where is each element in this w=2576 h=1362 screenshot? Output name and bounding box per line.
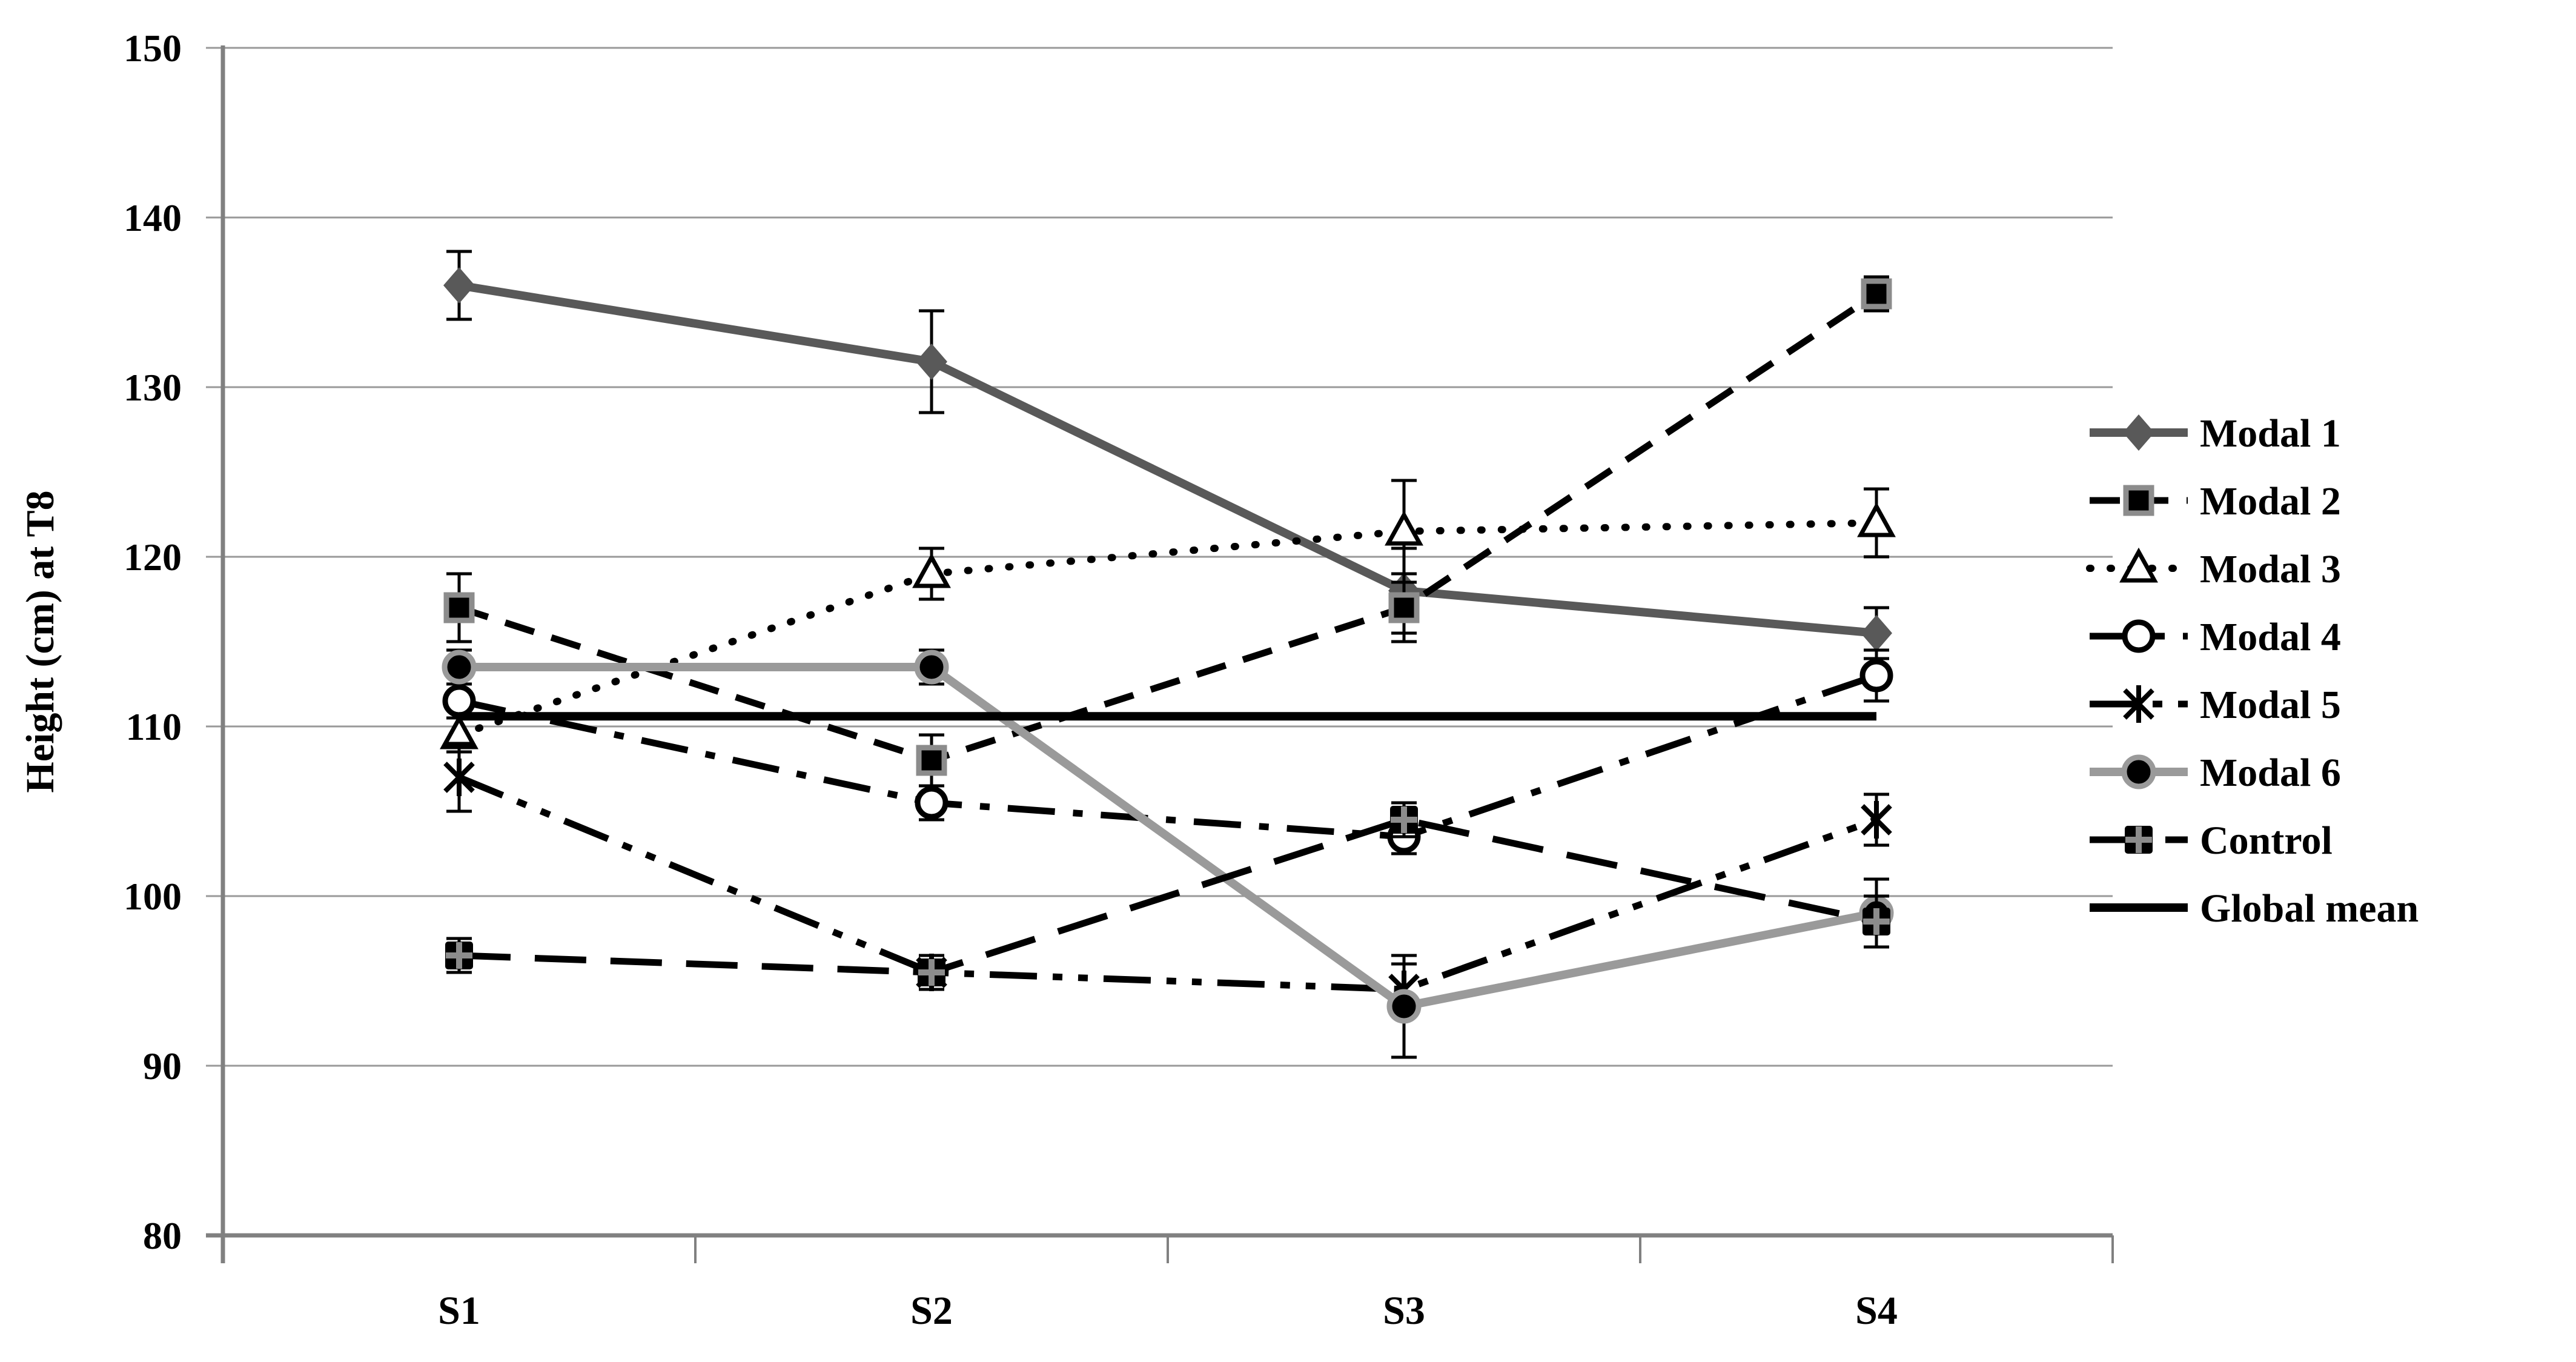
- y-axis: 80 90 100 110 120 130 140 150 Height (cm) at T8: [18, 27, 225, 1263]
- legend-swatch-marker-modal-2: [2123, 485, 2154, 516]
- legend-swatch-marker-modal-4: [2122, 619, 2156, 653]
- marker-control-s3: [1390, 806, 1418, 834]
- y-tick-label-80: 80: [143, 1214, 182, 1257]
- marker-modal-5-s1: [443, 759, 475, 796]
- legend-label-modal-6: Modal 6: [2200, 751, 2341, 795]
- marker-modal-5-s4: [1861, 801, 1892, 839]
- legend-swatch-marker-modal-3: [2119, 547, 2158, 583]
- x-axis-label-s1: S1: [438, 1289, 480, 1333]
- y-tick-label-150: 150: [124, 27, 182, 70]
- legend-item-modal-5: Modal 5: [2090, 683, 2341, 727]
- marker-modal-1-s4: [1861, 615, 1892, 651]
- legend-label-modal-4: Modal 4: [2200, 615, 2341, 659]
- series-line-modal-3: [455, 519, 1880, 739]
- legend-label-modal-5: Modal 5: [2200, 683, 2341, 727]
- legend: Modal 1 Modal 2 Modal 3 Modal 4 Modal 5 Modal…: [2086, 411, 2419, 931]
- legend-item-modal-3: Modal 3: [2086, 547, 2341, 591]
- marker-modal-6-s3: [1386, 989, 1422, 1024]
- marker-modal-4-s1: [442, 684, 476, 718]
- marker-modal-6-s1: [442, 649, 477, 685]
- series-line-modal-2: [458, 291, 1879, 764]
- series-line-modal-1: [458, 281, 1877, 637]
- legend-item-modal-1: Modal 1: [2090, 411, 2341, 456]
- marker-modal-4-s2: [915, 786, 949, 820]
- series-line-modal-6: [459, 663, 1878, 1011]
- legend-swatch-marker-control: [2125, 826, 2153, 854]
- legend-label-control: Control: [2200, 819, 2333, 863]
- marker-modal-2-s2: [916, 745, 947, 776]
- legend-label-modal-2: Modal 2: [2200, 479, 2341, 523]
- x-axis-label-s2: S2: [910, 1289, 953, 1333]
- error-bars-modal-1: [446, 250, 1889, 660]
- marker-modal-4-s4: [1859, 659, 1893, 693]
- series-modal-1: [443, 250, 1892, 660]
- marker-control-s4: [1862, 908, 1890, 935]
- marker-modal-1-s1: [443, 267, 475, 304]
- y-tick-label-100: 100: [124, 875, 182, 918]
- series-modal-3: [440, 479, 1896, 754]
- legend-item-modal-4: Modal 4: [2090, 615, 2341, 659]
- y-tick-label-140: 140: [124, 196, 182, 239]
- marker-modal-3-s4: [1857, 502, 1896, 537]
- legend-item-modal-2: Modal 2: [2090, 479, 2341, 523]
- marker-modal-2-s1: [443, 592, 475, 623]
- y-tick-label-130: 130: [124, 366, 182, 409]
- marker-modal-2-s3: [1388, 592, 1420, 623]
- marker-modal-1-s2: [916, 344, 947, 380]
- gridlines: [206, 47, 2113, 1238]
- legend-swatch-marker-modal-5: [2123, 685, 2154, 723]
- series-modal-2: [443, 275, 1892, 788]
- error-bars-modal-2: [446, 275, 1889, 788]
- legend-swatch-marker-modal-1: [2123, 414, 2154, 451]
- legend-item-control: Control: [2090, 819, 2333, 863]
- marker-modal-3-s2: [912, 553, 951, 588]
- marker-control-s2: [918, 958, 945, 986]
- series-modal-6: [442, 648, 1894, 1059]
- legend-item-global-mean: Global mean: [2090, 886, 2419, 931]
- y-axis-title: Height (cm) at T8: [18, 490, 62, 792]
- error-bars-modal-6: [446, 648, 1889, 1059]
- series-line-control: [459, 816, 1878, 976]
- x-axis: S1 S2 S3 S4: [222, 1235, 2114, 1333]
- marker-modal-2-s4: [1861, 278, 1892, 310]
- y-tick-label-90: 90: [143, 1045, 182, 1088]
- legend-label-modal-3: Modal 3: [2200, 547, 2341, 591]
- series-line-modal-5: [457, 774, 1878, 993]
- series-line-modal-4: [458, 672, 1878, 840]
- x-axis-label-s4: S4: [1855, 1289, 1898, 1333]
- x-axis-label-s3: S3: [1383, 1289, 1425, 1333]
- marker-modal-3-s3: [1385, 510, 1423, 546]
- marker-modal-6-s2: [914, 649, 949, 685]
- series-control: [445, 801, 1890, 991]
- legend-swatch-marker-modal-6: [2121, 754, 2156, 789]
- legend-label-modal-1: Modal 1: [2200, 411, 2341, 456]
- y-tick-label-110: 110: [126, 705, 182, 748]
- y-tick-label-120: 120: [124, 536, 182, 579]
- legend-item-modal-6: Modal 6: [2090, 751, 2341, 795]
- marker-control-s1: [445, 942, 473, 969]
- series-modal-4: [442, 648, 1893, 855]
- legend-label-global-mean: Global mean: [2200, 886, 2419, 931]
